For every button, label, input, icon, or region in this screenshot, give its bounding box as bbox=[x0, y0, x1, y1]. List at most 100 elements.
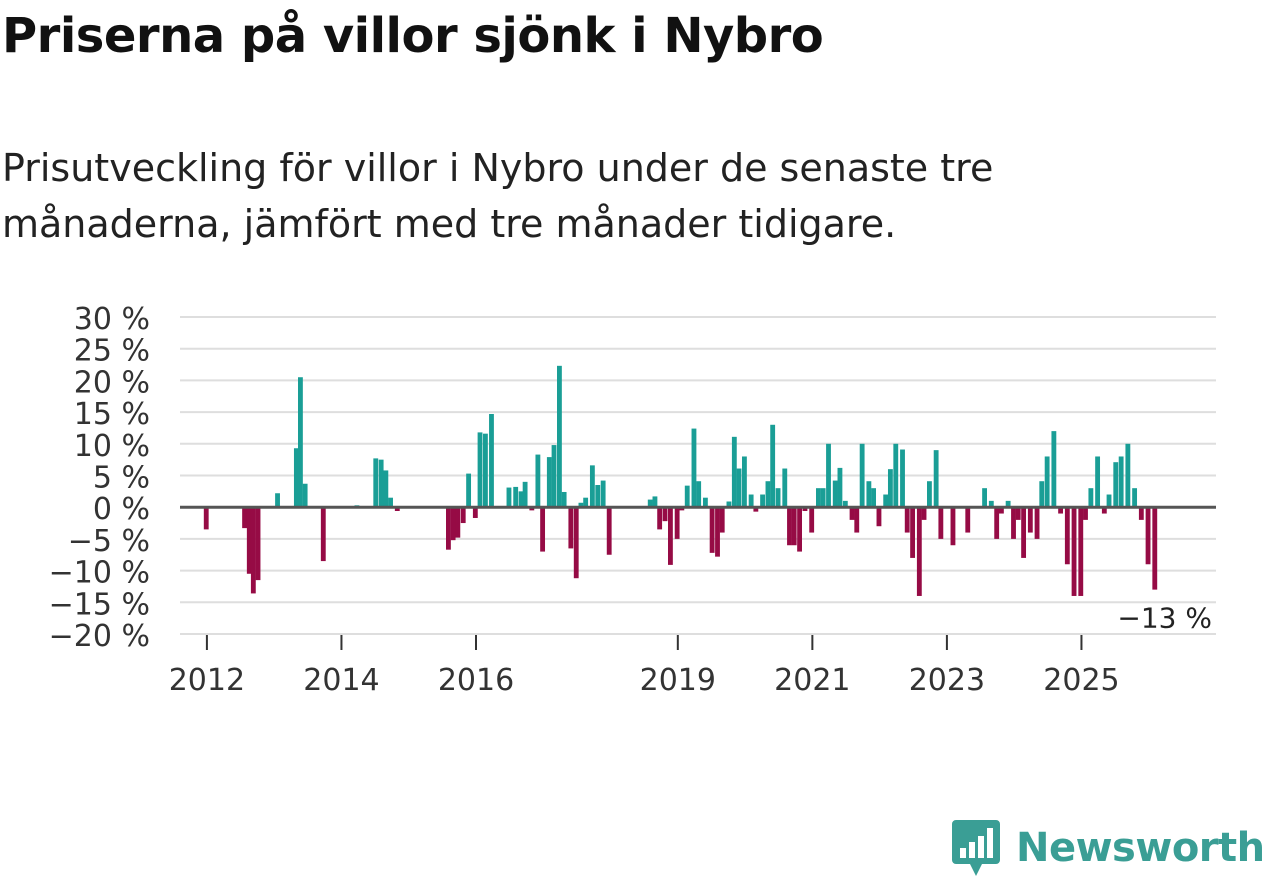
bar-negative bbox=[998, 507, 1004, 514]
bar-positive bbox=[489, 414, 494, 508]
bar-positive bbox=[522, 481, 528, 508]
bar-negative bbox=[657, 507, 663, 530]
bar-positive bbox=[816, 488, 821, 508]
y-axis-labels: 30 %25 %20 %15 %10 %5 %0 %−5 %−10 %−15 %… bbox=[49, 302, 150, 654]
bar-negative bbox=[460, 507, 466, 524]
bar-negative bbox=[250, 507, 256, 594]
bar-negative bbox=[662, 507, 668, 522]
bar-positive bbox=[684, 485, 690, 508]
y-tick-label: 10 % bbox=[74, 429, 150, 464]
bar-negative bbox=[921, 507, 927, 520]
bar-positive bbox=[513, 486, 519, 508]
grid-layer bbox=[180, 316, 1216, 635]
y-tick-label: 30 % bbox=[74, 302, 150, 337]
bar-negative bbox=[455, 507, 461, 538]
bar-positive bbox=[595, 485, 601, 508]
bar-positive bbox=[1118, 456, 1124, 508]
bar-positive bbox=[748, 494, 754, 508]
bar-positive bbox=[871, 488, 876, 508]
bar-positive bbox=[1044, 456, 1050, 508]
bar-positive bbox=[578, 502, 584, 508]
bar-negative bbox=[1058, 507, 1064, 514]
bar-negative bbox=[753, 507, 759, 512]
bar-negative bbox=[255, 507, 261, 581]
bar-negative bbox=[910, 507, 916, 558]
bar-positive bbox=[826, 443, 831, 508]
y-tick-label: −15 % bbox=[49, 587, 150, 622]
bar-negative bbox=[709, 507, 715, 553]
bar-positive bbox=[696, 481, 702, 508]
bar-positive bbox=[731, 436, 737, 508]
bar-chart: 30 %25 %20 %15 %10 %5 %0 %−5 %−10 %−15 %… bbox=[49, 302, 1216, 698]
bar-negative bbox=[1021, 507, 1027, 558]
bar-negative bbox=[674, 507, 680, 539]
bar-positive bbox=[742, 456, 747, 508]
bar-positive bbox=[466, 473, 472, 508]
chart-subtitle: Prisutveckling för villor i Nybro under … bbox=[2, 146, 994, 246]
bar-positive bbox=[652, 496, 658, 508]
bar-positive bbox=[589, 465, 595, 508]
x-tick-label: 2025 bbox=[1043, 663, 1119, 698]
x-axis: 2012 2014 2016 2019 2021 2023 2025 bbox=[169, 635, 1120, 698]
bar-negative bbox=[994, 507, 1000, 539]
bar-positive bbox=[866, 481, 872, 508]
bar-positive bbox=[842, 500, 848, 508]
bar-positive bbox=[383, 470, 389, 508]
bar-negative bbox=[1145, 507, 1151, 565]
bar-negative bbox=[1027, 507, 1033, 533]
x-tick-label: 2014 bbox=[303, 663, 379, 698]
bar-positive bbox=[859, 443, 865, 508]
y-tick-label: 25 % bbox=[74, 334, 150, 369]
bar-positive bbox=[988, 500, 994, 508]
bar-negative bbox=[320, 507, 326, 562]
y-tick-label: 0 % bbox=[93, 492, 150, 527]
bar-negative bbox=[719, 507, 725, 533]
bar-negative bbox=[876, 507, 882, 527]
bar-negative bbox=[446, 507, 451, 550]
bar-positive bbox=[600, 480, 606, 508]
x-tick-label: 2021 bbox=[774, 663, 850, 698]
bar-negative bbox=[787, 507, 792, 546]
bar-negative bbox=[1071, 507, 1077, 596]
newsworthy-bar-chart-icon bbox=[952, 820, 1000, 876]
newsworthy-logo: Newsworthy bbox=[950, 818, 1262, 878]
bar-negative bbox=[1064, 507, 1070, 565]
bar-positive bbox=[775, 488, 781, 508]
bar-negative bbox=[950, 507, 956, 546]
bar-positive bbox=[1132, 488, 1138, 508]
bar-negative bbox=[916, 507, 922, 596]
bar-negative bbox=[802, 507, 808, 511]
bar-negative bbox=[540, 507, 546, 552]
bar-negative bbox=[529, 507, 535, 511]
bar-positive bbox=[1095, 456, 1101, 508]
bar-positive bbox=[1005, 500, 1011, 508]
bar-negative bbox=[791, 507, 797, 546]
bar-positive bbox=[820, 488, 826, 508]
bar-positive bbox=[275, 493, 280, 508]
bar-positive bbox=[702, 497, 708, 508]
bar-positive bbox=[765, 481, 771, 508]
bar-positive bbox=[900, 449, 905, 508]
x-tick-label: 2012 bbox=[169, 663, 245, 698]
bars-layer bbox=[203, 365, 1158, 596]
bar-positive bbox=[1051, 431, 1057, 508]
bar-positive bbox=[647, 499, 653, 508]
bar-negative bbox=[679, 507, 685, 511]
bar-negative bbox=[450, 507, 456, 541]
y-tick-label: 20 % bbox=[74, 365, 150, 400]
bar-positive bbox=[887, 469, 893, 508]
bar-negative bbox=[246, 507, 252, 574]
bar-positive bbox=[506, 487, 512, 508]
bar-positive bbox=[1125, 443, 1131, 508]
bar-negative bbox=[854, 507, 860, 533]
bar-negative bbox=[938, 507, 944, 539]
bar-negative bbox=[965, 507, 971, 533]
bar-negative bbox=[1138, 507, 1144, 520]
bar-negative bbox=[797, 507, 802, 552]
bar-positive bbox=[293, 448, 299, 508]
bar-positive bbox=[982, 488, 987, 508]
bar-negative bbox=[1152, 507, 1158, 590]
bar-positive bbox=[477, 432, 483, 508]
bar-positive bbox=[1039, 481, 1045, 508]
bar-negative bbox=[568, 507, 574, 549]
